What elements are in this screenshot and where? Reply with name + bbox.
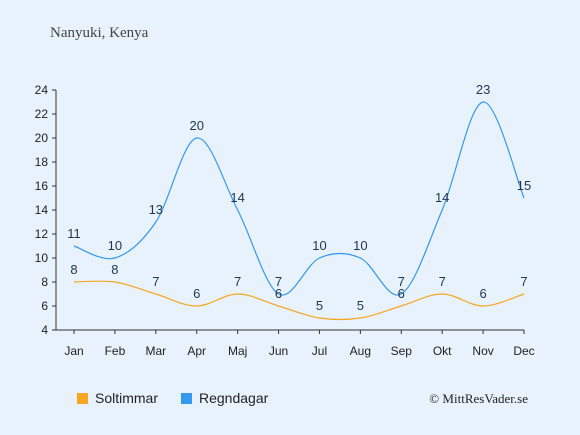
data-label-soltimmar: 7 [439,274,446,289]
data-label-soltimmar: 6 [479,286,486,301]
x-tick-label: Maj [228,344,247,358]
y-tick-label: 22 [35,107,49,121]
data-label-regndagar: 23 [476,82,490,97]
x-tick-label: Sep [391,344,413,358]
data-label-regndagar: 7 [398,274,405,289]
y-tick-label: 8 [41,275,48,289]
data-label-regndagar: 7 [275,274,282,289]
x-tick-label: Dec [513,344,534,358]
y-tick-label: 16 [35,179,49,193]
data-label-soltimmar: 6 [398,286,405,301]
x-tick-label: Nov [472,344,493,358]
data-label-regndagar: 10 [312,238,326,253]
series-line-soltimmar [73,280,525,321]
series-lines [73,101,525,321]
legend-swatch-regndagar [181,393,192,404]
credit: © MittResVader.se [429,391,528,406]
legend-label-regndagar: Regndagar [199,390,269,406]
legend: Soltimmar Regndagar [77,390,269,406]
legend-label-soltimmar: Soltimmar [95,390,158,406]
y-tick-label: 4 [41,323,48,337]
x-tick-label: Aug [350,344,371,358]
y-tick-label: 6 [41,299,48,313]
chart-title: Nanyuki, Kenya [50,25,149,41]
data-label-soltimmar: 8 [70,262,77,277]
data-label-soltimmar: 5 [316,298,323,313]
data-label-regndagar: 14 [230,190,244,205]
legend-swatch-soltimmar [77,393,88,404]
y-tick-label: 10 [35,251,49,265]
data-label-regndagar: 11 [67,226,81,241]
data-label-regndagar: 20 [189,118,203,133]
x-tick-label: Jun [269,344,288,358]
data-label-regndagar: 13 [149,202,163,217]
data-label-soltimmar: 6 [193,286,200,301]
data-label-regndagar: 10 [108,238,122,253]
x-tick-label: Okt [433,344,452,358]
data-label-soltimmar: 8 [111,262,118,277]
y-tick-label: 24 [35,83,49,97]
data-label-regndagar: 15 [517,178,531,193]
axes: 4 6 8 10 12 14 16 18 20 22 24 Jan Feb Mar Apr Maj Jun Jul… [35,83,535,358]
data-label-soltimmar: 6 [275,286,282,301]
x-tick-label: Apr [187,344,206,358]
y-tick-label: 20 [35,131,49,145]
data-label-regndagar: 14 [435,190,449,205]
series-line-regndagar [73,101,525,296]
x-tick-label: Mar [145,344,166,358]
data-label-soltimmar: 5 [357,298,364,313]
data-label-soltimmar: 7 [520,274,527,289]
y-tick-label: 18 [35,155,49,169]
y-tick-label: 14 [35,203,49,217]
x-tick-label: Jan [64,344,83,358]
x-tick-label: Feb [105,344,126,358]
data-label-soltimmar: 7 [234,274,241,289]
y-tick-label: 12 [35,227,49,241]
data-label-soltimmar: 7 [152,274,159,289]
data-label-regndagar: 10 [353,238,367,253]
x-tick-label: Jul [312,344,327,358]
